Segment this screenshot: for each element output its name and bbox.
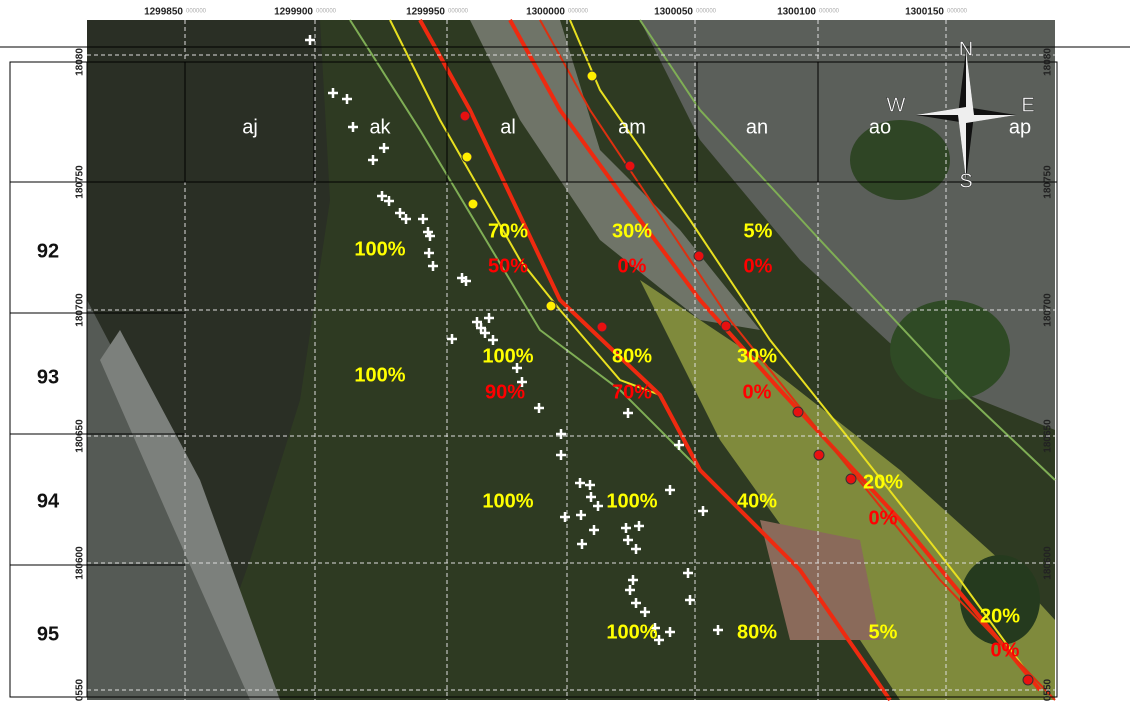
- y-coordinate-label: 180700: [1043, 293, 1054, 327]
- map-figure: 1299850000000129990000000012999500000001…: [0, 0, 1130, 719]
- red-point: [721, 321, 731, 331]
- percentage-label: 70%: [612, 381, 652, 403]
- percentage-label: 100%: [606, 490, 657, 512]
- x-coordinate-decimal: 000000: [186, 9, 207, 15]
- x-coordinate-label: 1300150: [905, 7, 944, 18]
- y-coordinate-label: 180700: [75, 293, 86, 327]
- percentage-label: 100%: [482, 490, 533, 512]
- y-coordinate-label: 0550: [75, 678, 86, 701]
- yellow-point: [587, 71, 597, 81]
- red-point: [793, 407, 803, 417]
- column-label: an: [746, 116, 768, 138]
- y-coordinate-label: 180650: [75, 419, 86, 453]
- row-label: 93: [37, 366, 59, 388]
- y-coordinate-label: 180600: [1043, 546, 1054, 580]
- percentage-label: 100%: [606, 621, 657, 643]
- x-coordinate-decimal: 000000: [316, 9, 337, 15]
- row-label: 94: [37, 490, 60, 512]
- percentage-label: 5%: [744, 220, 773, 242]
- yellow-point: [468, 199, 478, 209]
- x-coordinate-label: 1300050: [654, 7, 693, 18]
- red-point: [597, 322, 607, 332]
- percentage-label: 50%: [488, 255, 528, 277]
- red-point: [846, 474, 856, 484]
- column-label: ap: [1009, 116, 1031, 138]
- percentage-label: 30%: [737, 345, 777, 367]
- red-point: [814, 450, 824, 460]
- column-label: al: [500, 116, 516, 138]
- percentage-label: 100%: [482, 345, 533, 367]
- red-point: [1023, 675, 1033, 685]
- percentage-label: 80%: [737, 621, 777, 643]
- row-label: 92: [37, 240, 59, 262]
- percentage-label: 0%: [743, 381, 772, 403]
- percentage-label: 5%: [869, 621, 898, 643]
- column-label: ak: [369, 116, 391, 138]
- red-point: [694, 251, 704, 261]
- compass-letter: N: [959, 38, 973, 60]
- y-coordinate-label: 18080: [1043, 48, 1054, 76]
- percentage-label: 70%: [488, 220, 528, 242]
- x-coordinate-decimal: 000000: [448, 9, 469, 15]
- x-coordinate-label: 1300000: [526, 7, 565, 18]
- percentage-label: 0%: [618, 255, 647, 277]
- x-coordinate-label: 1300100: [777, 7, 816, 18]
- percentage-label: 0%: [869, 507, 898, 529]
- percentage-label: 100%: [354, 238, 405, 260]
- percentage-label: 20%: [980, 605, 1020, 627]
- compass-letter: S: [959, 170, 972, 192]
- percentage-label: 80%: [612, 345, 652, 367]
- x-coordinate-label: 1299950: [406, 7, 445, 18]
- percentage-label: 40%: [737, 490, 777, 512]
- yellow-point: [546, 301, 556, 311]
- y-coordinate-label: 0550: [1043, 678, 1054, 701]
- column-label: aj: [242, 116, 258, 138]
- percentage-label: 20%: [863, 471, 903, 493]
- compass-letter: E: [1021, 94, 1034, 116]
- red-point: [625, 161, 635, 171]
- row-label: 95: [37, 623, 59, 645]
- column-label: am: [618, 116, 646, 138]
- percentage-label: 90%: [485, 381, 525, 403]
- y-coordinate-label: 180650: [1043, 419, 1054, 453]
- y-coordinate-label: 180750: [1043, 165, 1054, 199]
- y-coordinate-label: 180600: [75, 546, 86, 580]
- yellow-point: [462, 152, 472, 162]
- x-coordinate-label: 1299900: [274, 7, 313, 18]
- y-coordinate-label: 180750: [75, 165, 86, 199]
- x-coordinate-label: 1299850: [144, 7, 183, 18]
- percentage-label: 0%: [744, 255, 773, 277]
- percentage-label: 100%: [354, 364, 405, 386]
- x-coordinate-decimal: 000000: [696, 9, 717, 15]
- x-coordinate-decimal: 000000: [568, 9, 589, 15]
- y-coordinate-label: 18080: [75, 48, 86, 76]
- percentage-label: 30%: [612, 220, 652, 242]
- red-point: [460, 111, 470, 121]
- compass-letter: W: [887, 94, 906, 116]
- column-label: ao: [869, 116, 891, 138]
- x-coordinate-decimal: 000000: [819, 9, 840, 15]
- percentage-label: 0%: [991, 639, 1020, 661]
- x-coordinate-decimal: 000000: [947, 9, 968, 15]
